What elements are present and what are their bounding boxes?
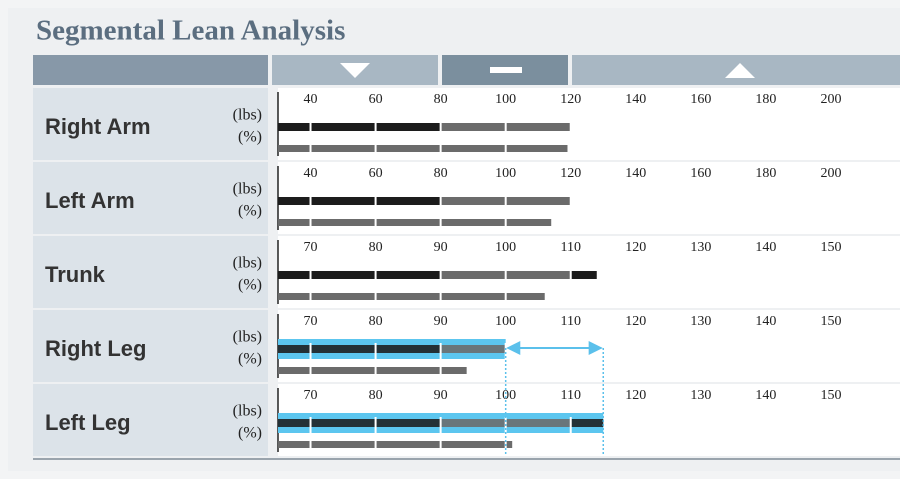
bar: [278, 345, 506, 353]
x-tick-label: 40: [304, 92, 318, 107]
bar: [278, 123, 571, 131]
unit-label: (lbs): [233, 181, 262, 198]
bar: [278, 441, 513, 448]
row-label-cell: [33, 162, 268, 234]
x-tick-label: 140: [755, 314, 776, 329]
x-tick-label: 120: [625, 240, 646, 255]
x-tick-label: 40: [304, 166, 318, 181]
x-tick-label: 70: [304, 240, 318, 255]
x-tick-label: 100: [495, 388, 516, 403]
x-tick-label: 120: [560, 166, 581, 181]
x-tick-label: 180: [755, 92, 776, 107]
header-cell: [33, 55, 268, 85]
unit-label: (lbs): [233, 107, 262, 124]
row-label: Right Leg: [45, 336, 146, 361]
unit-label: (lbs): [233, 329, 262, 346]
x-tick-label: 90: [434, 388, 448, 403]
unit-label: (lbs): [233, 255, 262, 272]
over-icon: [725, 63, 755, 78]
under-icon: [340, 63, 370, 78]
x-tick-label: 140: [755, 240, 776, 255]
row-label-cell: [33, 88, 268, 160]
x-tick-label: 80: [369, 314, 383, 329]
x-tick-label: 140: [755, 388, 776, 403]
bar: [278, 197, 571, 205]
bar: [278, 271, 597, 279]
x-tick-label: 110: [560, 388, 580, 403]
x-tick-label: 110: [560, 314, 580, 329]
row-label-cell: [33, 384, 268, 456]
x-tick-label: 180: [755, 166, 776, 181]
unit-label: (%): [238, 351, 262, 368]
x-tick-label: 160: [690, 92, 711, 107]
unit-label: (%): [238, 129, 262, 146]
x-tick-label: 80: [434, 166, 448, 181]
x-tick-label: 80: [434, 92, 448, 107]
x-tick-label: 200: [820, 166, 841, 181]
bar: [278, 293, 545, 300]
x-tick-label: 150: [820, 240, 841, 255]
x-tick-label: 130: [690, 240, 711, 255]
x-tick-label: 130: [690, 388, 711, 403]
x-tick-label: 120: [625, 314, 646, 329]
x-tick-label: 160: [690, 166, 711, 181]
row-label-cell: [33, 310, 268, 382]
row-label: Right Arm: [45, 114, 151, 139]
row-label-cell: [33, 236, 268, 308]
bar: [278, 219, 552, 226]
x-tick-label: 60: [369, 92, 383, 107]
x-tick-label: 140: [625, 166, 646, 181]
x-tick-label: 90: [434, 314, 448, 329]
x-tick-label: 90: [434, 240, 448, 255]
x-tick-label: 100: [495, 166, 516, 181]
x-tick-label: 100: [495, 92, 516, 107]
x-tick-label: 150: [820, 314, 841, 329]
row-label: Left Leg: [45, 410, 131, 435]
bar: [278, 367, 467, 374]
x-tick-label: 150: [820, 388, 841, 403]
x-tick-label: 80: [369, 388, 383, 403]
x-tick-label: 80: [369, 240, 383, 255]
unit-label: (%): [238, 425, 262, 442]
x-tick-label: 70: [304, 388, 318, 403]
unit-label: (lbs): [233, 403, 262, 420]
unit-label: (%): [238, 203, 262, 220]
x-tick-label: 70: [304, 314, 318, 329]
x-tick-label: 200: [820, 92, 841, 107]
x-tick-label: 120: [625, 388, 646, 403]
x-tick-label: 140: [625, 92, 646, 107]
bar: [278, 145, 568, 152]
x-tick-label: 60: [369, 166, 383, 181]
normal-icon: [490, 67, 522, 73]
x-tick-label: 100: [495, 314, 516, 329]
row-label: Left Arm: [45, 188, 135, 213]
unit-label: (%): [238, 277, 262, 294]
x-tick-label: 130: [690, 314, 711, 329]
page-title: Segmental Lean Analysis: [36, 15, 345, 47]
x-tick-label: 110: [560, 240, 580, 255]
x-tick-label: 100: [495, 240, 516, 255]
row-label: Trunk: [45, 262, 106, 287]
x-tick-label: 120: [560, 92, 581, 107]
